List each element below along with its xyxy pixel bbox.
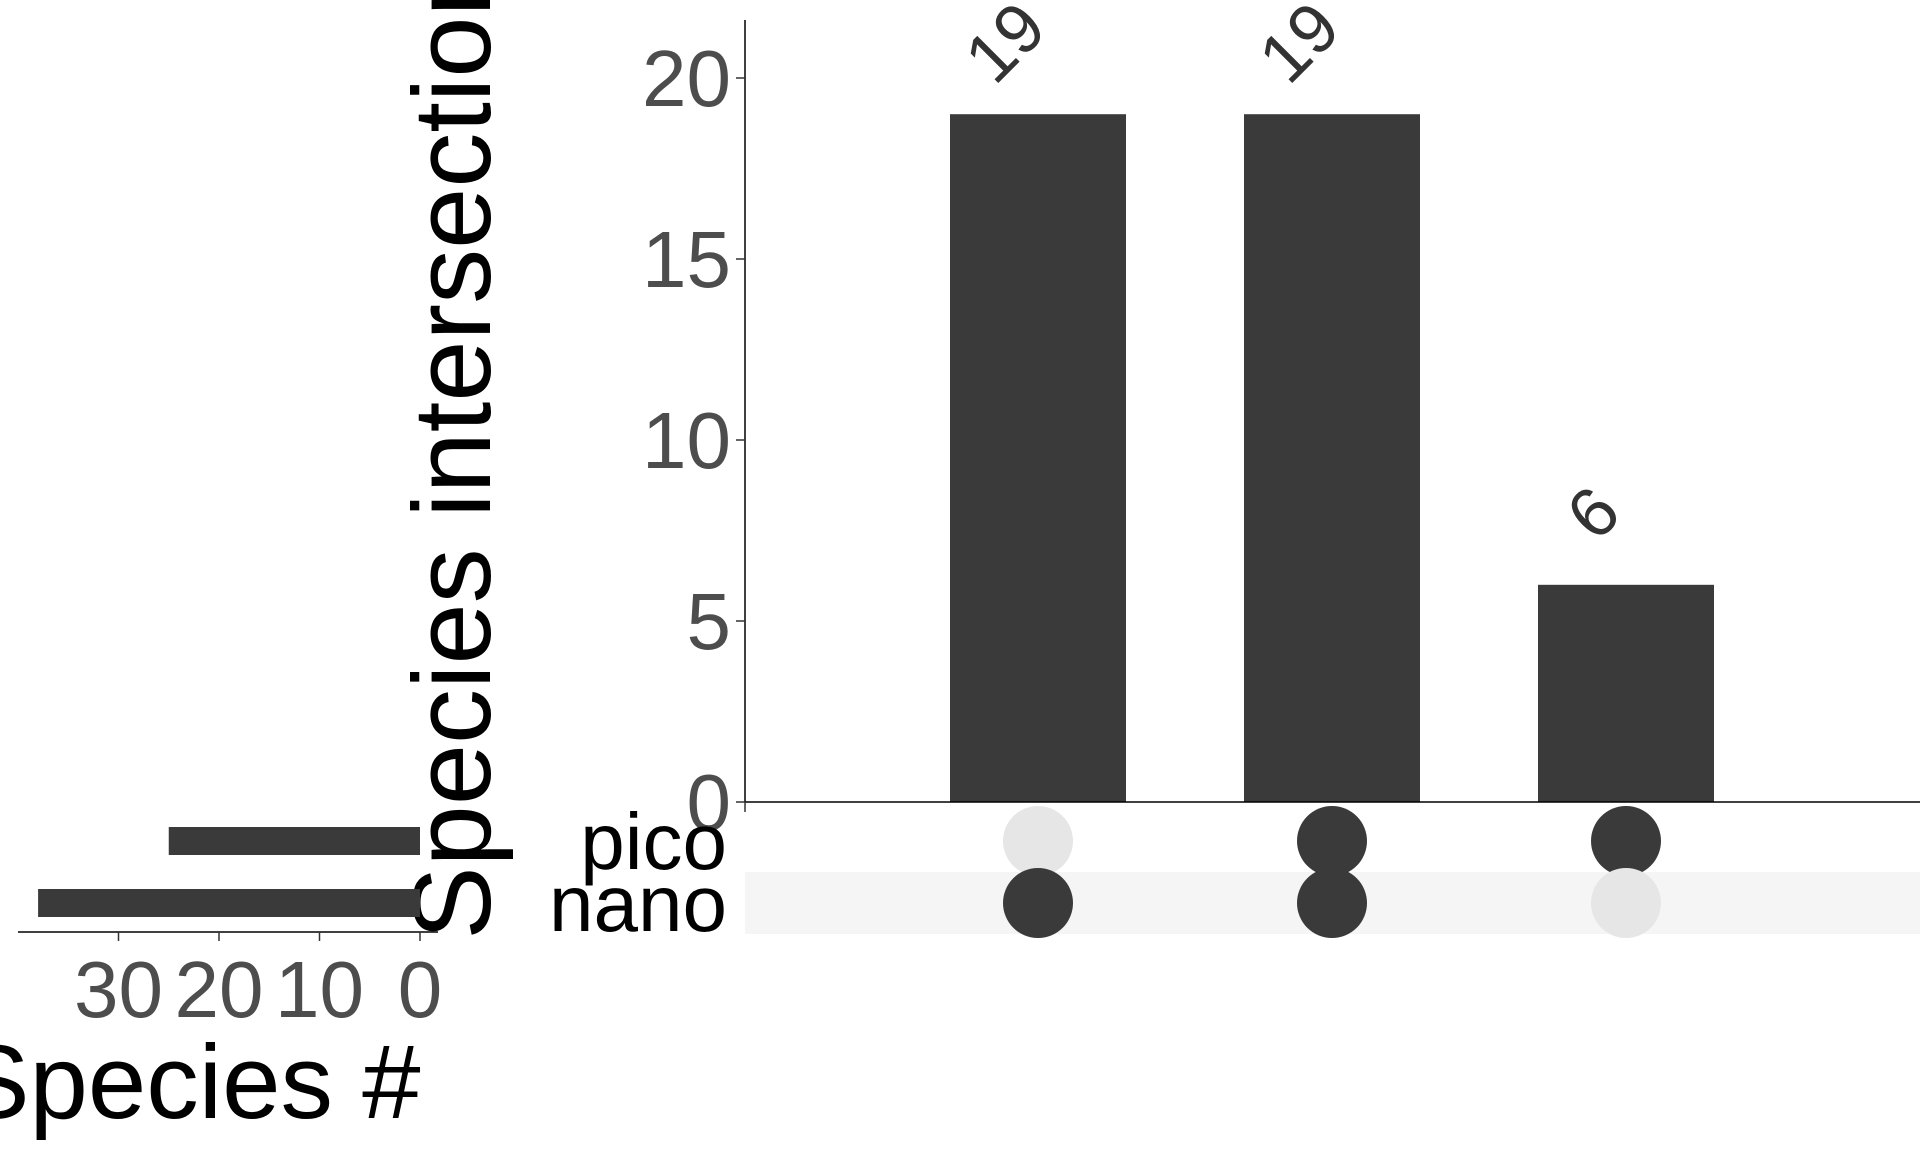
set-size-tick-label: 30	[74, 945, 163, 1034]
intersection-y-axis: 0 5 10 15 20	[642, 20, 1920, 847]
matrix-dot-nano	[1591, 868, 1661, 938]
set-size-bars	[38, 827, 420, 917]
intersection-bar	[1538, 584, 1714, 802]
y-tick-label: 20	[642, 34, 731, 123]
matrix-dot-pico	[1003, 806, 1073, 876]
bar-value-label: 6	[1552, 471, 1635, 554]
intersection-bar	[950, 114, 1126, 802]
y-tick-label: 5	[687, 577, 732, 666]
set-size-tick-label: 10	[275, 945, 364, 1034]
matrix-dot-pico	[1591, 806, 1661, 876]
set-size-tick-label: 20	[175, 945, 264, 1034]
set-size-bar-nano	[38, 889, 420, 917]
set-name-pico: pico	[580, 797, 727, 886]
set-size-x-axis: 30 20 10 0	[18, 931, 443, 1034]
matrix-dot-nano	[1003, 868, 1073, 938]
y-tick-label: 10	[642, 396, 731, 485]
bar-value-label: 19	[950, 0, 1060, 97]
intersection-bar	[1244, 114, 1420, 802]
y-tick-label: 15	[642, 215, 731, 304]
intersection-y-axis-label: Species intersections	[391, 0, 514, 940]
intersection-bars	[950, 114, 1714, 802]
set-size-bar-pico	[168, 827, 420, 855]
matrix-dots	[1003, 806, 1661, 938]
set-name-nano: nano	[549, 859, 727, 948]
set-size-tick-label: 0	[398, 945, 443, 1034]
bar-value-label: 19	[1244, 0, 1354, 97]
y-tick-label: 0	[687, 758, 732, 847]
set-size-x-axis-label: Species #	[0, 1024, 421, 1141]
